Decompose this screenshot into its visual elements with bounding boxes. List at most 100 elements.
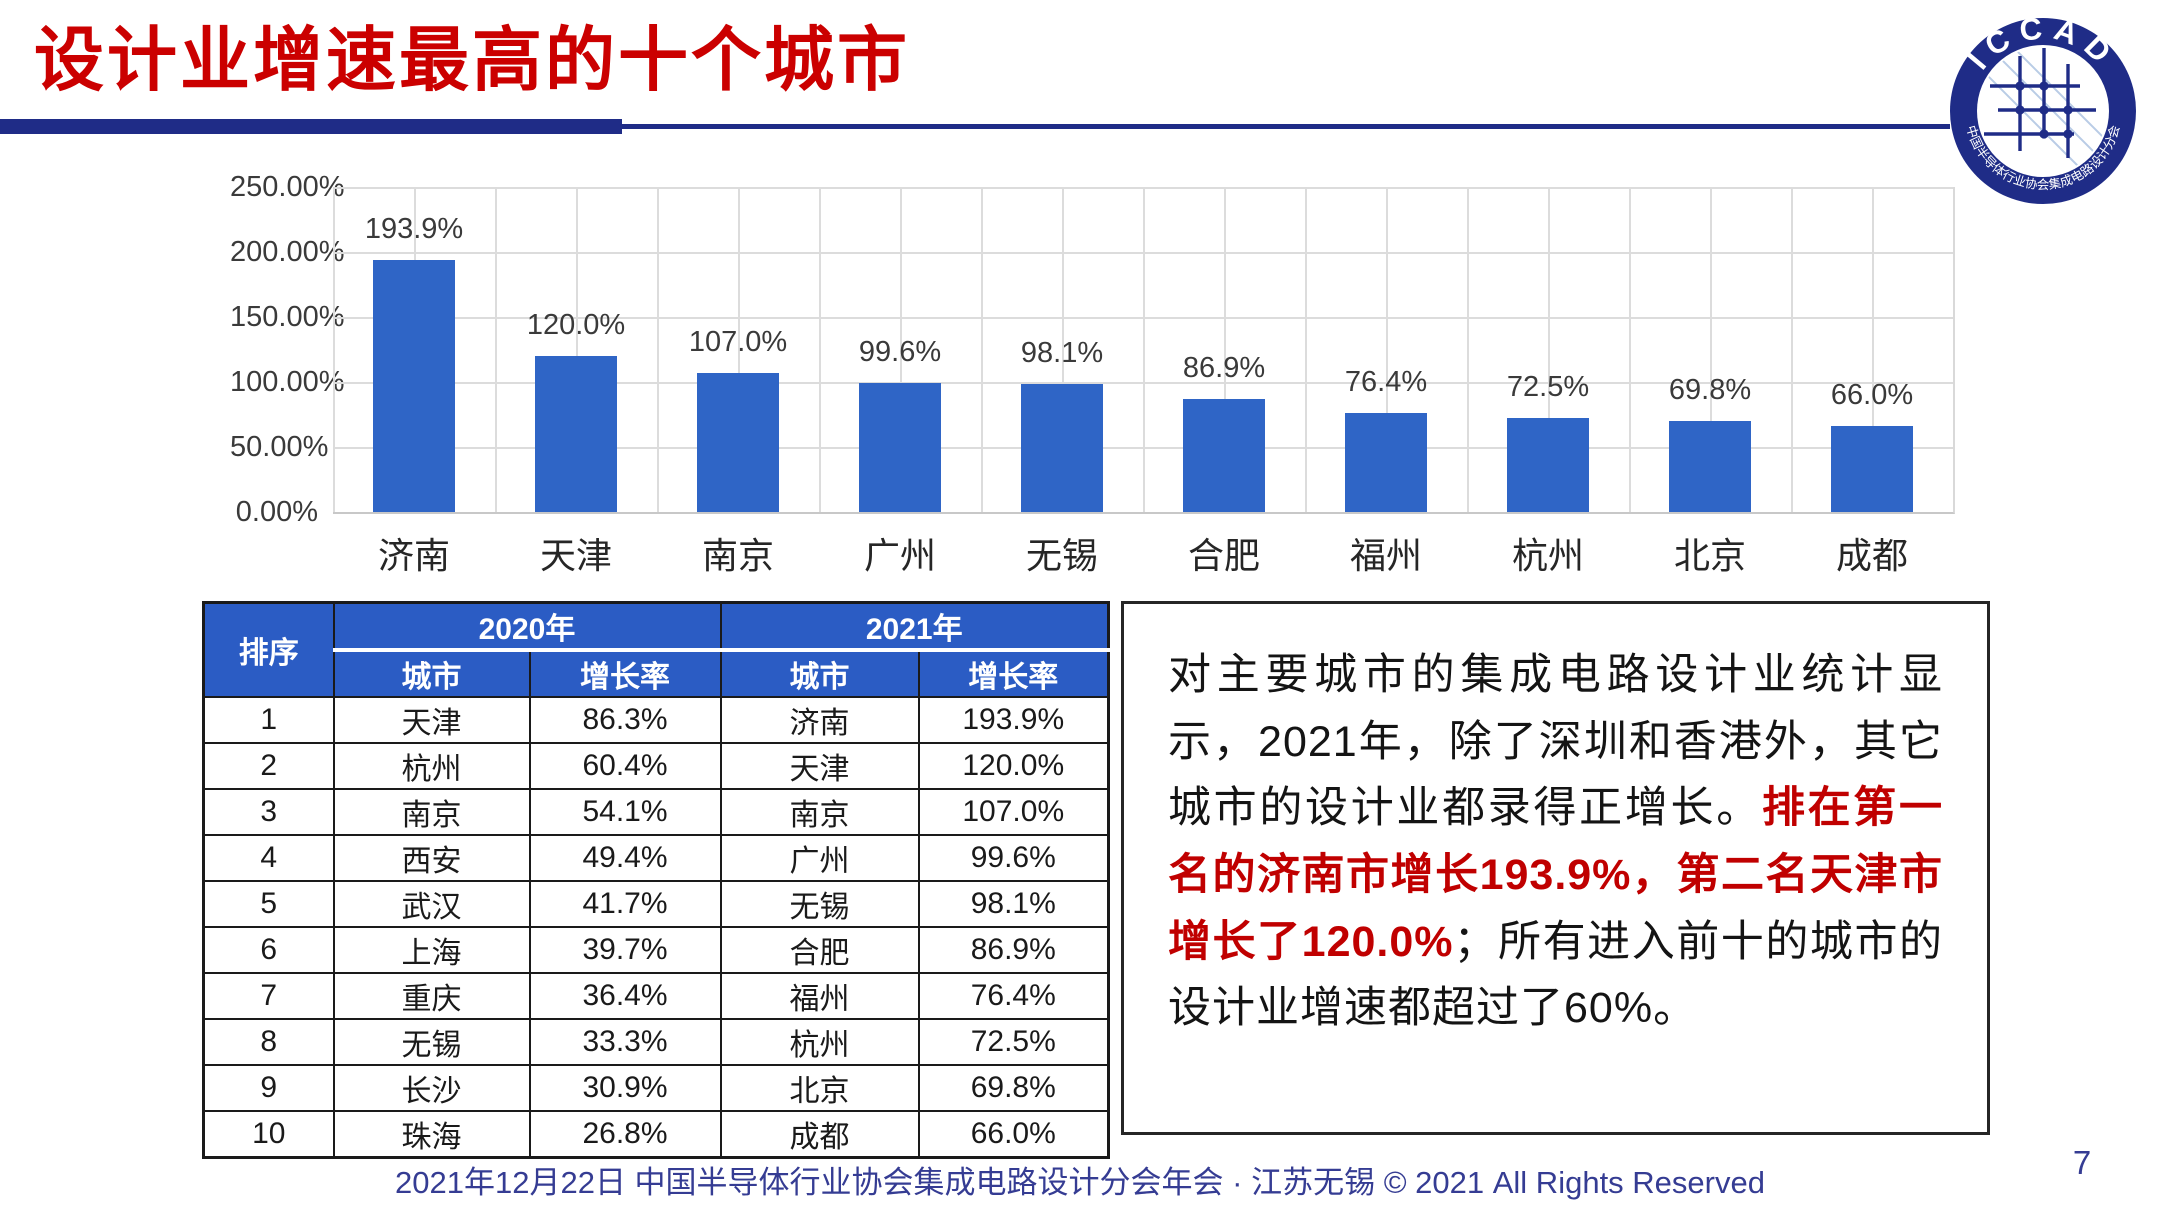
chart-slot: 107.0% bbox=[657, 187, 819, 512]
bar-福州 bbox=[1345, 412, 1427, 512]
table-cell: 76.4% bbox=[917, 972, 1110, 1020]
bar-value-label: 86.9% bbox=[1182, 352, 1266, 385]
note-text-black-1: 对主要城市的集成电路设计业统计显示，2021年，除了深圳和香港外，其它城市的设计… bbox=[1168, 651, 1943, 833]
note-text-black-2: ；所有进入前十的城市的设计业增速都超过了60%。 bbox=[1168, 917, 1944, 1033]
note-text-red: 排在第一名的济南市增长193.9%，第二名天津市增长了120.0% bbox=[1168, 784, 1943, 966]
y-axis: 250.00% 200.00% 150.00% 100.00% 50.00% 0.00% bbox=[230, 150, 1990, 595]
rate-2021-header-cell: 增长率 bbox=[917, 648, 1110, 698]
x-category-label: 合肥 bbox=[1187, 535, 1260, 576]
table-cell: 杭州 bbox=[332, 742, 531, 790]
table-cell: 2 bbox=[202, 742, 335, 790]
table-cell: 无锡 bbox=[719, 880, 920, 928]
table-cell: 重庆 bbox=[332, 972, 531, 1020]
table-row: 7 重庆 36.4% 福州 76.4% bbox=[202, 972, 1110, 1020]
table-cell: 26.8% bbox=[528, 1110, 722, 1159]
title-divider-thick bbox=[0, 119, 622, 134]
table-cell: 天津 bbox=[719, 742, 920, 790]
x-category-label: 北京 bbox=[1673, 535, 1746, 576]
table-cell: 33.3% bbox=[528, 1018, 722, 1066]
table-cell: 69.8% bbox=[917, 1064, 1110, 1112]
table-row: 2 杭州 60.4% 天津 120.0% bbox=[202, 742, 1110, 790]
bar-北京 bbox=[1669, 421, 1751, 512]
table-body: 1 天津 86.3% 济南 193.9% 2 杭州 60.4% 天津 120.0% 3 南京 54.1%… bbox=[202, 696, 1110, 1159]
table-cell: 济南 bbox=[719, 696, 920, 744]
x-category-label: 广州 bbox=[863, 535, 936, 576]
table-row: 3 南京 54.1% 南京 107.0% bbox=[202, 788, 1110, 836]
y-tick-label: 100.00% bbox=[230, 366, 345, 398]
y-tick-label: 50.00% bbox=[230, 431, 329, 463]
bar-济南 bbox=[373, 259, 455, 512]
chart-slot: 86.9% bbox=[1143, 187, 1305, 512]
table-cell: 9 bbox=[202, 1064, 335, 1112]
bar-value-label: 72.5% bbox=[1506, 370, 1590, 403]
table-cell: 1 bbox=[202, 696, 335, 744]
x-axis-labels: 济南 天津 南京 广州 无锡 合肥 福州 杭州 北京 成都 bbox=[333, 527, 1953, 581]
table-cell: 4 bbox=[202, 834, 335, 882]
table-cell: 49.4% bbox=[528, 834, 722, 882]
table-row: 9 长沙 30.9% 北京 69.8% bbox=[202, 1064, 1110, 1112]
table-row: 10 珠海 26.8% 成都 66.0% bbox=[202, 1110, 1110, 1159]
table-cell: 广州 bbox=[719, 834, 920, 882]
footer: 2021年12月22日 中国半导体行业协会集成电路设计分会年会 · 江苏无锡 ©… bbox=[395, 1165, 1765, 1200]
table-cell: 60.4% bbox=[528, 742, 722, 790]
table-cell: 8 bbox=[202, 1018, 335, 1066]
table-cell: 193.9% bbox=[917, 696, 1110, 744]
bar-value-label: 66.0% bbox=[1830, 379, 1914, 412]
y-tick-label: 150.00% bbox=[230, 301, 345, 333]
chart-slot: 99.6% bbox=[819, 187, 981, 512]
logo-circuit-hatch bbox=[1979, 47, 2107, 175]
plot-area: 193.9% 120.0% 107.0% 99.6% 98.1% 86.9% 76.4% 72… bbox=[333, 187, 1955, 514]
table-cell: 长沙 bbox=[332, 1064, 531, 1112]
table-cell: 合肥 bbox=[719, 926, 920, 974]
table-cell: 54.1% bbox=[528, 788, 722, 836]
table-cell: 99.6% bbox=[917, 834, 1110, 882]
table-cell: 无锡 bbox=[332, 1018, 531, 1066]
bar-value-label: 193.9% bbox=[364, 212, 464, 245]
y-tick-label: 0.00% bbox=[235, 496, 318, 528]
table-cell: 6 bbox=[202, 926, 335, 974]
title-divider-thin bbox=[622, 124, 1950, 129]
table-header: 排序 2020年 2021年 城市 增长率 城市 增长率 bbox=[202, 601, 1110, 698]
table-cell: 10 bbox=[202, 1110, 335, 1159]
table-cell: 北京 bbox=[719, 1064, 920, 1112]
table-cell: 120.0% bbox=[917, 742, 1110, 790]
rank-header-cell: 排序 bbox=[202, 601, 335, 698]
x-category-label: 无锡 bbox=[1025, 535, 1098, 576]
x-category-label: 济南 bbox=[377, 535, 450, 576]
ranking-table: 排序 2020年 2021年 城市 增长率 城市 增长率 1 天津 86.3% 济南 1… bbox=[202, 601, 1110, 1159]
city-2020-header-cell: 城市 bbox=[332, 648, 531, 698]
table-cell: 上海 bbox=[332, 926, 531, 974]
table-cell: 珠海 bbox=[332, 1110, 531, 1159]
bar-value-label: 76.4% bbox=[1344, 365, 1428, 398]
chart-slot: 69.8% bbox=[1629, 187, 1791, 512]
bar-value-label: 98.1% bbox=[1020, 337, 1104, 370]
chart-slot: 72.5% bbox=[1467, 187, 1629, 512]
table-cell: 98.1% bbox=[917, 880, 1110, 928]
table-cell: 西安 bbox=[332, 834, 531, 882]
table-cell: 72.5% bbox=[917, 1018, 1110, 1066]
rate-2020-header-cell: 增长率 bbox=[528, 648, 722, 698]
x-category-label: 杭州 bbox=[1511, 535, 1584, 576]
table-row: 6 上海 39.7% 合肥 86.9% bbox=[202, 926, 1110, 974]
table-row: 8 无锡 33.3% 杭州 72.5% bbox=[202, 1018, 1110, 1066]
table-cell: 41.7% bbox=[528, 880, 722, 928]
bar-杭州 bbox=[1507, 417, 1589, 512]
bar-value-label: 107.0% bbox=[688, 325, 788, 358]
bar-天津 bbox=[535, 356, 617, 512]
bar-广州 bbox=[859, 382, 941, 512]
summary-note-box: 对主要城市的集成电路设计业统计显示，2021年，除了深圳和香港外，其它城市的设计… bbox=[1121, 601, 1990, 1135]
logo-circuit-dots bbox=[2015, 81, 2073, 139]
table-cell: 5 bbox=[202, 880, 335, 928]
year-2020-header-cell: 2020年 bbox=[332, 601, 722, 651]
page-title: 设计业增速最高的十个城市 bbox=[34, 21, 910, 99]
x-category-label: 天津 bbox=[539, 535, 612, 576]
x-category-label: 南京 bbox=[701, 535, 774, 576]
x-category-label: 成都 bbox=[1835, 535, 1908, 576]
bar-value-label: 69.8% bbox=[1668, 374, 1752, 407]
bar-合肥 bbox=[1183, 399, 1265, 512]
table-cell: 66.0% bbox=[917, 1110, 1110, 1159]
table-cell: 南京 bbox=[332, 788, 531, 836]
table-cell: 南京 bbox=[719, 788, 920, 836]
table-cell: 成都 bbox=[719, 1110, 920, 1159]
